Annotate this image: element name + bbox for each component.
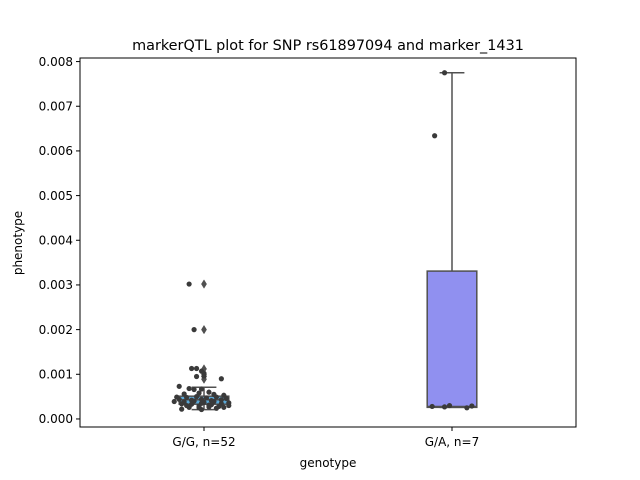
x-tick-label: G/A, n=7 xyxy=(425,435,479,449)
y-tick-label: 0.000 xyxy=(39,412,73,426)
x-axis-label: genotype xyxy=(300,456,357,470)
box-group-1 xyxy=(426,71,478,409)
y-tick-label: 0.003 xyxy=(39,278,73,292)
x-tick-label: G/G, n=52 xyxy=(172,435,235,449)
box-iqr xyxy=(426,270,478,409)
data-point xyxy=(189,365,195,372)
data-point xyxy=(432,133,438,139)
data-point xyxy=(171,398,177,405)
y-tick-label: 0.002 xyxy=(39,323,73,337)
data-point xyxy=(186,404,192,410)
data-point xyxy=(213,405,219,411)
y-tick-label: 0.007 xyxy=(39,99,73,113)
data-point xyxy=(193,365,200,372)
data-point xyxy=(206,389,212,395)
data-point xyxy=(198,386,205,392)
data-point xyxy=(226,402,232,409)
y-tick-label: 0.001 xyxy=(39,367,73,381)
data-point xyxy=(201,373,207,379)
data-point xyxy=(193,394,200,400)
chart-title: markerQTL plot for SNP rs61897094 and ma… xyxy=(132,38,524,54)
data-point xyxy=(184,394,190,401)
data-point xyxy=(213,394,219,400)
strip-points xyxy=(171,70,475,413)
data-point xyxy=(469,403,475,409)
data-point xyxy=(221,404,227,410)
data-point xyxy=(186,385,192,392)
data-point xyxy=(191,386,197,393)
data-point xyxy=(193,373,200,380)
y-tick-label: 0.005 xyxy=(39,189,73,203)
data-point xyxy=(223,395,229,402)
axes: 0.000 0.001 0.002 0.003 0.004 0.005 0.006 0.007… xyxy=(39,55,480,449)
data-point xyxy=(218,376,224,382)
data-point xyxy=(186,281,192,287)
data-point xyxy=(441,404,448,410)
y-tick-label: 0.008 xyxy=(39,55,73,69)
outlier-marker xyxy=(201,279,207,289)
data-point xyxy=(179,401,185,407)
data-point xyxy=(446,402,453,409)
plot-area xyxy=(171,70,478,413)
outlier-marker xyxy=(201,324,207,335)
data-point xyxy=(198,406,205,413)
data-point xyxy=(206,404,212,410)
y-tick-label: 0.006 xyxy=(39,144,73,158)
data-point xyxy=(191,327,197,333)
data-point xyxy=(203,395,210,401)
y-tick-label: 0.004 xyxy=(39,233,73,247)
data-point xyxy=(441,70,448,76)
data-point xyxy=(176,396,182,402)
data-point xyxy=(429,403,435,410)
axes-frame xyxy=(79,57,577,428)
y-axis-label: phenotype xyxy=(11,211,25,275)
data-point xyxy=(464,405,470,411)
data-point xyxy=(176,383,182,389)
data-point xyxy=(218,397,224,403)
data-point xyxy=(179,406,185,412)
